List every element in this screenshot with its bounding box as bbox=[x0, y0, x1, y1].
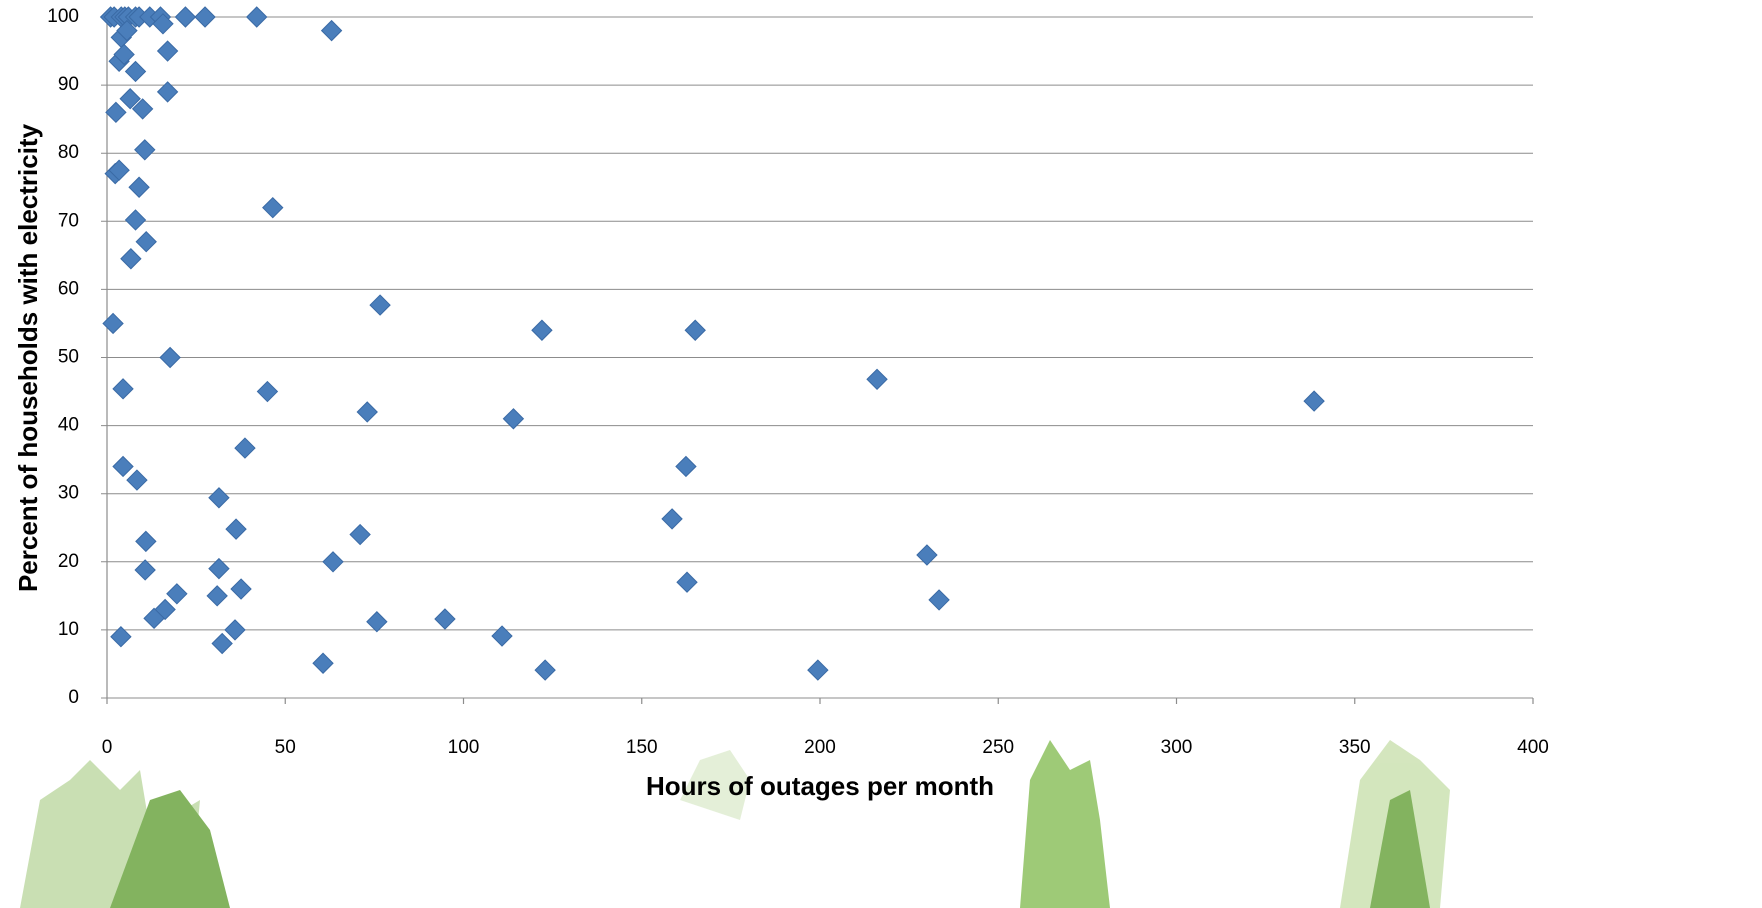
point bbox=[807, 659, 829, 681]
point bbox=[534, 659, 556, 681]
x-tick-label: 150 bbox=[626, 737, 658, 758]
point bbox=[152, 13, 174, 35]
point bbox=[676, 571, 698, 593]
decoration bbox=[20, 740, 1450, 908]
point bbox=[135, 530, 157, 553]
point bbox=[224, 619, 246, 641]
point bbox=[225, 518, 247, 540]
point bbox=[322, 551, 344, 573]
point bbox=[112, 378, 134, 400]
point bbox=[131, 98, 154, 120]
point bbox=[174, 6, 197, 28]
y-tick-label: 0 bbox=[68, 687, 79, 708]
point bbox=[369, 294, 391, 316]
point bbox=[262, 196, 284, 219]
point bbox=[208, 487, 230, 509]
point bbox=[116, 19, 138, 42]
y-tick-label: 10 bbox=[58, 619, 79, 640]
y-tick-label: 50 bbox=[58, 347, 79, 368]
point bbox=[135, 231, 157, 253]
x-tick-label: 200 bbox=[804, 737, 836, 758]
point bbox=[916, 544, 938, 566]
point bbox=[675, 455, 697, 478]
y-axis-label: Percent of households with electricity bbox=[13, 123, 43, 592]
point bbox=[108, 159, 130, 181]
point bbox=[156, 40, 179, 62]
point bbox=[356, 401, 378, 423]
point bbox=[491, 625, 513, 647]
point bbox=[256, 380, 279, 403]
y-tick-label: 80 bbox=[58, 142, 79, 163]
y-tick-label: 20 bbox=[58, 551, 79, 572]
x-tick-label: 300 bbox=[1161, 737, 1193, 758]
point bbox=[206, 585, 228, 607]
x-tick-label: 350 bbox=[1339, 737, 1371, 758]
point bbox=[661, 508, 683, 530]
point bbox=[113, 43, 135, 66]
point bbox=[105, 101, 127, 124]
point bbox=[684, 319, 706, 341]
point bbox=[119, 88, 141, 110]
point bbox=[124, 60, 147, 83]
y-tick-label: 30 bbox=[58, 483, 79, 504]
point bbox=[208, 557, 230, 580]
point bbox=[110, 626, 132, 648]
x-tick-label: 0 bbox=[102, 737, 113, 758]
point bbox=[102, 312, 124, 335]
point bbox=[502, 408, 525, 430]
point bbox=[366, 611, 388, 633]
point bbox=[349, 523, 371, 546]
point bbox=[312, 652, 334, 674]
x-axis-label: Hours of outages per month bbox=[646, 771, 994, 801]
x-tick-label: 50 bbox=[275, 737, 296, 758]
y-tick-label: 40 bbox=[58, 415, 79, 436]
point bbox=[112, 455, 134, 478]
point bbox=[211, 632, 233, 655]
point bbox=[246, 6, 268, 28]
point bbox=[120, 248, 142, 270]
point bbox=[124, 209, 147, 231]
point bbox=[230, 578, 252, 600]
point bbox=[320, 19, 343, 42]
point bbox=[194, 6, 216, 28]
point bbox=[166, 583, 188, 605]
x-tick-label: 400 bbox=[1517, 737, 1549, 758]
x-tick-label: 100 bbox=[448, 737, 480, 758]
point bbox=[866, 368, 888, 390]
point bbox=[134, 139, 156, 161]
y-tick-label: 90 bbox=[58, 74, 79, 95]
point bbox=[156, 81, 179, 103]
point bbox=[531, 319, 553, 341]
point bbox=[143, 607, 165, 630]
point bbox=[434, 608, 456, 630]
point bbox=[1303, 390, 1325, 412]
x-tick-label: 250 bbox=[982, 737, 1014, 758]
y-tick-label: 70 bbox=[58, 210, 79, 231]
point bbox=[154, 598, 176, 621]
point bbox=[159, 346, 181, 369]
y-tick-label: 60 bbox=[58, 278, 79, 299]
point bbox=[928, 589, 950, 611]
y-tick-label: 100 bbox=[47, 6, 79, 27]
point bbox=[126, 469, 148, 491]
point bbox=[128, 176, 150, 198]
point bbox=[234, 437, 256, 459]
point bbox=[134, 559, 156, 581]
